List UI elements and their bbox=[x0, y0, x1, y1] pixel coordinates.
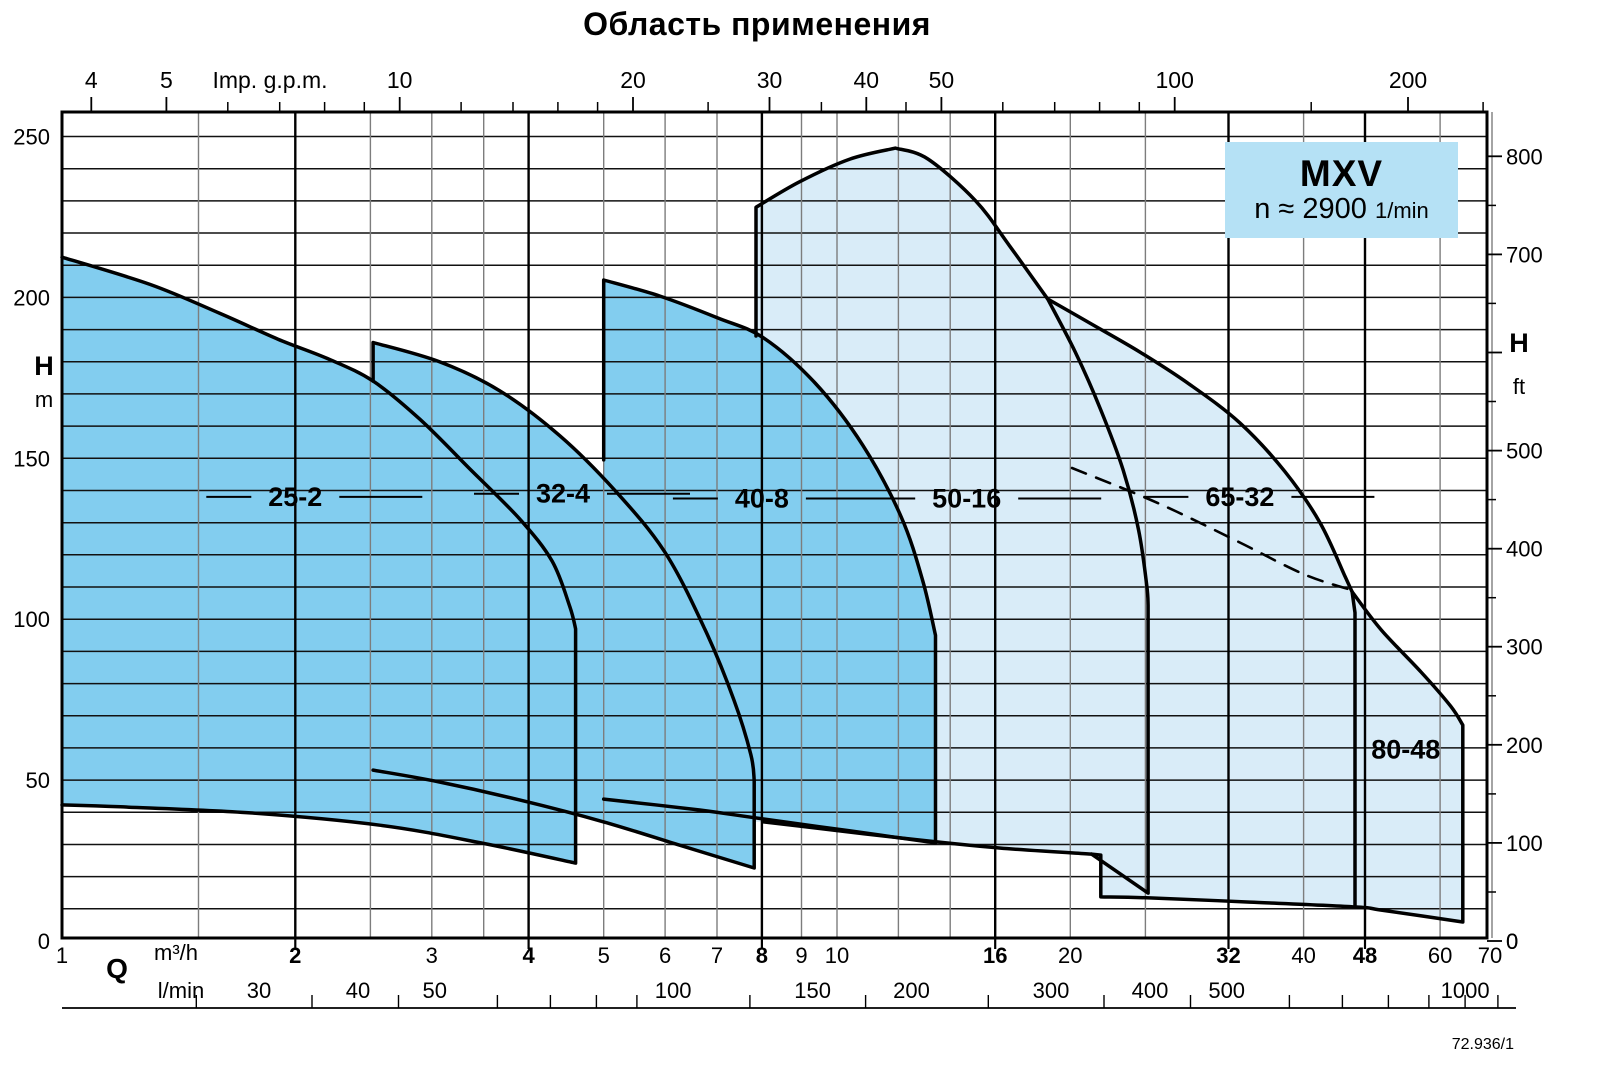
legend-box: MXV n ≈ 2900 1/min bbox=[1225, 142, 1458, 238]
svg-text:400: 400 bbox=[1132, 978, 1169, 1003]
svg-text:7: 7 bbox=[711, 943, 723, 968]
gridlines bbox=[62, 112, 1493, 938]
axis-left-h-m: 0 50 100 150 200 250 Hm bbox=[13, 125, 53, 955]
svg-text:100: 100 bbox=[13, 607, 50, 632]
series-label-50-16: 50-16 bbox=[932, 484, 1001, 514]
svg-text:60: 60 bbox=[1428, 943, 1452, 968]
axis-label-q: Q bbox=[106, 953, 128, 984]
svg-text:500: 500 bbox=[1506, 439, 1543, 464]
right-axis-zero: 0 bbox=[1506, 929, 1518, 954]
svg-text:150: 150 bbox=[794, 978, 831, 1003]
region-fill-40-8 bbox=[603, 280, 936, 843]
region-outlines bbox=[60, 146, 1465, 924]
svg-text:2: 2 bbox=[289, 943, 301, 968]
series-label-32-4: 32-4 bbox=[536, 479, 590, 509]
line-boundary-65-32-80-48-dashed bbox=[1070, 466, 1354, 592]
svg-text:300: 300 bbox=[1506, 635, 1543, 660]
region-outline-25-2 bbox=[60, 255, 578, 865]
svg-text:8: 8 bbox=[756, 943, 768, 968]
svg-text:40: 40 bbox=[1291, 943, 1315, 968]
svg-text:10: 10 bbox=[825, 943, 849, 968]
axis-label-imp-gpm: Imp. g.p.m. bbox=[212, 67, 327, 93]
svg-text:4: 4 bbox=[522, 943, 535, 968]
axis-unit-m: m bbox=[35, 387, 53, 412]
svg-text:5: 5 bbox=[160, 67, 173, 93]
region-fills bbox=[62, 148, 1463, 923]
svg-text:100: 100 bbox=[655, 978, 692, 1003]
series-label-80-48: 80-48 bbox=[1371, 735, 1440, 765]
legend-speed: n ≈ 2900 1/min bbox=[1254, 193, 1429, 226]
series-label-40-8: 40-8 bbox=[735, 484, 789, 514]
svg-text:5: 5 bbox=[598, 943, 610, 968]
svg-text:200: 200 bbox=[1506, 733, 1543, 758]
legend-speed-unit: 1/min bbox=[1374, 198, 1429, 224]
svg-text:0: 0 bbox=[38, 929, 50, 954]
svg-text:4: 4 bbox=[85, 67, 98, 93]
svg-text:400: 400 bbox=[1506, 537, 1543, 562]
series-label-25-2: 25-2 bbox=[268, 482, 322, 512]
svg-text:30: 30 bbox=[247, 978, 271, 1003]
svg-text:50: 50 bbox=[26, 768, 50, 793]
svg-text:30: 30 bbox=[757, 67, 783, 93]
line-boundary-50-16 bbox=[1045, 297, 1150, 895]
svg-text:0: 0 bbox=[1506, 929, 1518, 954]
svg-text:250: 250 bbox=[13, 125, 50, 150]
svg-text:200: 200 bbox=[1389, 67, 1427, 93]
region-outline-40-8 bbox=[601, 278, 938, 845]
region-outline-32-4 bbox=[371, 340, 756, 870]
svg-text:200: 200 bbox=[893, 978, 930, 1003]
axis-label-h-right: H bbox=[1509, 328, 1529, 358]
drawing-number: 72.936/1 bbox=[1451, 1036, 1514, 1053]
page-title: Область применения bbox=[583, 6, 931, 42]
svg-text:1: 1 bbox=[56, 943, 68, 968]
svg-text:6: 6 bbox=[659, 943, 671, 968]
svg-text:100: 100 bbox=[1156, 67, 1194, 93]
svg-text:800: 800 bbox=[1506, 144, 1543, 169]
series-labels: 25-2 32-4 40-8 50-16 65-32 80-48 bbox=[206, 479, 1440, 765]
svg-text:3: 3 bbox=[426, 943, 438, 968]
legend-speed-value: n ≈ 2900 bbox=[1254, 193, 1367, 226]
svg-text:700: 700 bbox=[1506, 242, 1543, 267]
plot-frame bbox=[60, 110, 1489, 940]
svg-text:10: 10 bbox=[387, 67, 413, 93]
svg-text:150: 150 bbox=[13, 446, 50, 471]
svg-text:40: 40 bbox=[854, 67, 880, 93]
svg-text:300: 300 bbox=[1033, 978, 1070, 1003]
svg-text:50: 50 bbox=[929, 67, 955, 93]
line-edge-65-32 bbox=[1350, 590, 1357, 907]
svg-text:70: 70 bbox=[1478, 943, 1502, 968]
legend-model: MXV bbox=[1299, 152, 1384, 194]
svg-text:40: 40 bbox=[346, 978, 370, 1003]
svg-text:50: 50 bbox=[422, 978, 446, 1003]
axis-unit-lmin: l/min bbox=[158, 978, 204, 1003]
axis-unit-ft: ft bbox=[1513, 374, 1525, 399]
svg-text:20: 20 bbox=[1058, 943, 1082, 968]
svg-text:200: 200 bbox=[13, 285, 50, 310]
series-label-65-32: 65-32 bbox=[1205, 482, 1274, 512]
axis-top-gpm: 4 5 10 20 30 40 50 100 200 Imp. g.p.m. bbox=[85, 67, 1484, 112]
axis-label-h-left: H bbox=[34, 351, 54, 381]
svg-text:500: 500 bbox=[1208, 978, 1245, 1003]
svg-text:20: 20 bbox=[620, 67, 646, 93]
axis-unit-m3h: m³/h bbox=[154, 940, 198, 965]
svg-text:9: 9 bbox=[795, 943, 807, 968]
svg-text:100: 100 bbox=[1506, 831, 1543, 856]
